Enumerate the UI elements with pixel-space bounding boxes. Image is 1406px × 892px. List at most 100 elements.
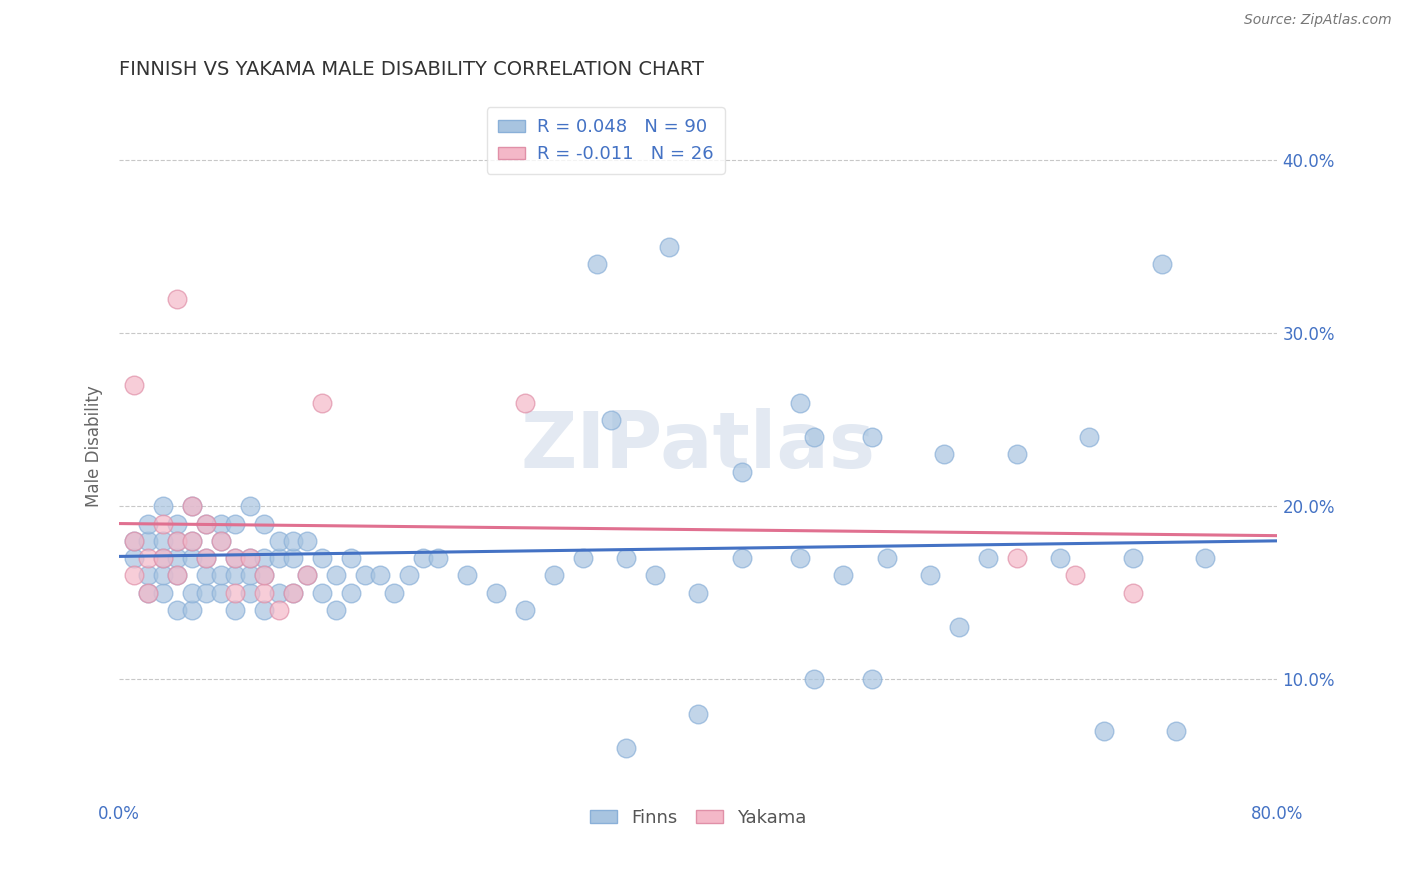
Point: [398, 568, 420, 582]
Point: [136, 551, 159, 566]
Point: [267, 551, 290, 566]
Point: [382, 585, 405, 599]
Point: [195, 585, 218, 599]
Point: [340, 551, 363, 566]
Point: [195, 551, 218, 566]
Point: [195, 551, 218, 566]
Point: [311, 395, 333, 409]
Point: [340, 585, 363, 599]
Point: [543, 568, 565, 582]
Point: [122, 378, 145, 392]
Point: [166, 568, 188, 582]
Point: [253, 568, 276, 582]
Point: [803, 430, 825, 444]
Point: [1078, 430, 1101, 444]
Point: [948, 620, 970, 634]
Point: [977, 551, 1000, 566]
Point: [586, 257, 609, 271]
Point: [614, 741, 637, 756]
Point: [731, 465, 754, 479]
Point: [136, 585, 159, 599]
Point: [600, 413, 623, 427]
Point: [136, 516, 159, 531]
Point: [513, 603, 536, 617]
Point: [209, 568, 232, 582]
Point: [180, 551, 202, 566]
Legend: Finns, Yakama: Finns, Yakama: [582, 801, 814, 834]
Point: [1005, 447, 1028, 461]
Point: [803, 672, 825, 686]
Point: [180, 603, 202, 617]
Point: [180, 533, 202, 548]
Point: [456, 568, 478, 582]
Point: [209, 533, 232, 548]
Point: [238, 551, 260, 566]
Point: [1164, 724, 1187, 739]
Point: [918, 568, 941, 582]
Point: [832, 568, 855, 582]
Point: [209, 533, 232, 548]
Point: [281, 585, 304, 599]
Point: [688, 706, 710, 721]
Point: [281, 585, 304, 599]
Point: [325, 603, 347, 617]
Point: [180, 500, 202, 514]
Point: [224, 603, 246, 617]
Point: [1122, 585, 1144, 599]
Point: [238, 551, 260, 566]
Point: [1194, 551, 1216, 566]
Point: [224, 585, 246, 599]
Point: [297, 533, 319, 548]
Point: [195, 516, 218, 531]
Point: [1049, 551, 1071, 566]
Point: [253, 603, 276, 617]
Point: [253, 585, 276, 599]
Point: [325, 568, 347, 582]
Point: [238, 500, 260, 514]
Point: [297, 568, 319, 582]
Point: [122, 551, 145, 566]
Point: [136, 585, 159, 599]
Point: [152, 568, 174, 582]
Point: [1005, 551, 1028, 566]
Point: [253, 551, 276, 566]
Point: [513, 395, 536, 409]
Point: [195, 516, 218, 531]
Point: [209, 516, 232, 531]
Text: ZIPatlas: ZIPatlas: [520, 408, 876, 483]
Y-axis label: Male Disability: Male Disability: [86, 384, 103, 507]
Point: [136, 568, 159, 582]
Point: [122, 533, 145, 548]
Point: [238, 585, 260, 599]
Point: [644, 568, 666, 582]
Point: [311, 585, 333, 599]
Point: [297, 568, 319, 582]
Point: [180, 585, 202, 599]
Point: [860, 430, 883, 444]
Point: [571, 551, 593, 566]
Point: [180, 500, 202, 514]
Point: [166, 533, 188, 548]
Point: [267, 585, 290, 599]
Point: [195, 568, 218, 582]
Point: [238, 568, 260, 582]
Point: [224, 568, 246, 582]
Point: [224, 551, 246, 566]
Point: [876, 551, 898, 566]
Point: [166, 533, 188, 548]
Point: [253, 516, 276, 531]
Point: [224, 551, 246, 566]
Point: [224, 516, 246, 531]
Point: [281, 533, 304, 548]
Point: [152, 551, 174, 566]
Point: [152, 500, 174, 514]
Point: [166, 516, 188, 531]
Point: [731, 551, 754, 566]
Point: [688, 585, 710, 599]
Point: [267, 533, 290, 548]
Point: [1092, 724, 1115, 739]
Point: [789, 395, 811, 409]
Text: Source: ZipAtlas.com: Source: ZipAtlas.com: [1244, 13, 1392, 28]
Point: [860, 672, 883, 686]
Point: [281, 551, 304, 566]
